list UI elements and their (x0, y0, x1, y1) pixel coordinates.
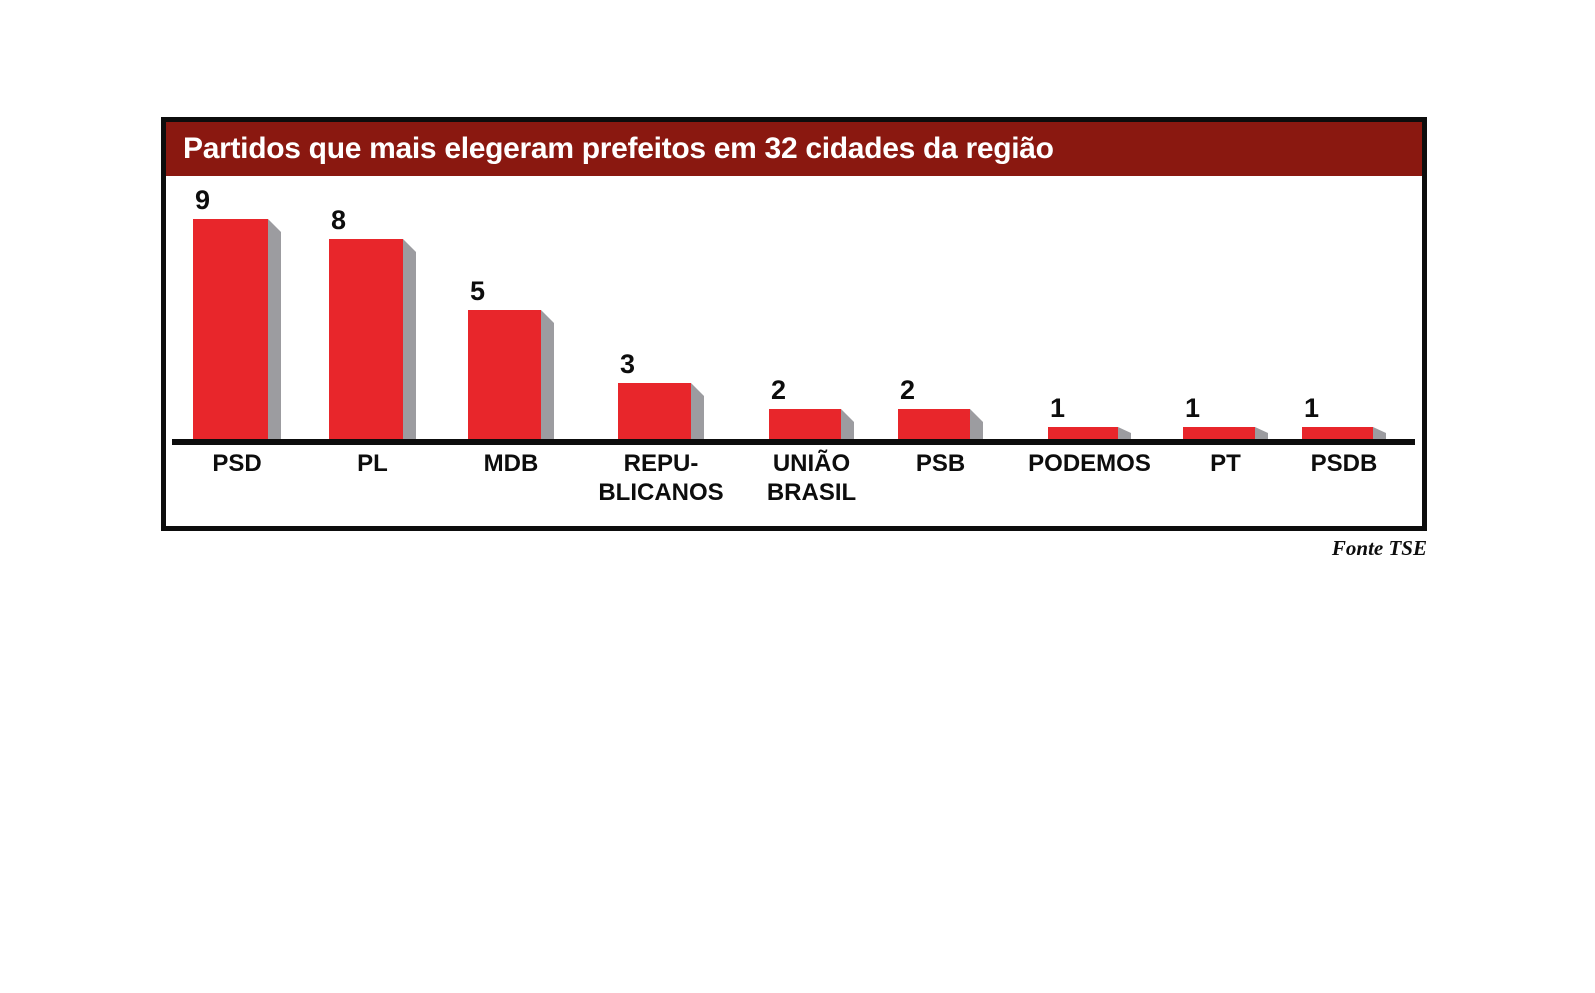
bar-value: 1 (1185, 393, 1201, 423)
bar-label-psdb: PSDB (1310, 450, 1378, 477)
chart-frame: Partidos que mais elegeram prefeitos em … (161, 117, 1427, 531)
bar-group-pl: 8 (329, 122, 416, 441)
bar-label-podemos: PODEMOS (1028, 450, 1151, 477)
bar-group-republicanos: 3 (618, 122, 704, 441)
bar-group-pt: 1 (1183, 122, 1268, 441)
bar-label-pt: PT (1210, 450, 1241, 477)
bar-group-psb: 2 (898, 122, 983, 441)
bar-value: 8 (331, 205, 347, 235)
bar-group-podemos: 1 (1048, 122, 1131, 441)
bar-value: 1 (1304, 393, 1320, 423)
bar-pt (1183, 427, 1255, 441)
bar-label-republicanos: REPU- BLICANOS (598, 450, 724, 506)
plot-area: 9 PSD 8 PL 5 MDB 3 REPU- BLICANOS 2 UNIÃO BRASIL 2… (166, 122, 1422, 526)
bar-side-shadow (691, 383, 704, 441)
chart-title: Partidos que mais elegeram prefeitos em … (183, 132, 1054, 165)
bar-value: 1 (1050, 393, 1066, 423)
bar-value: 2 (900, 375, 916, 405)
bar-mdb (468, 310, 541, 441)
bar-value: 3 (620, 349, 636, 379)
bar-side-shadow (841, 409, 854, 441)
bar-value: 2 (771, 375, 787, 405)
bar-label-pl: PL (357, 450, 388, 477)
bar-group-psd: 9 (193, 122, 281, 441)
bar-side-shadow (970, 409, 983, 441)
bar-side-shadow (541, 310, 554, 441)
bar-label-psd: PSD (212, 450, 262, 477)
bar-label-uni-o-brasil: UNIÃO BRASIL (766, 450, 857, 506)
bar-psdb (1302, 427, 1373, 441)
bar-value: 5 (470, 276, 486, 306)
bar-group-uni-o-brasil: 2 (769, 122, 854, 441)
bar-psd (193, 219, 268, 441)
bar-uni-o-brasil (769, 409, 841, 441)
source-note: Fonte TSE (1331, 536, 1427, 560)
chart-title-bar: Partidos que mais elegeram prefeitos em … (166, 122, 1422, 176)
bar-republicanos (618, 383, 691, 441)
bar-podemos (1048, 427, 1118, 441)
bar-side-shadow (268, 219, 281, 441)
bar-group-psdb: 1 (1302, 122, 1386, 441)
x-axis-line (172, 439, 1415, 445)
bar-label-mdb: MDB (483, 450, 539, 477)
bar-side-shadow (403, 239, 416, 441)
bar-label-psb: PSB (915, 450, 966, 477)
bar-value: 9 (195, 185, 211, 215)
bar-psb (898, 409, 970, 441)
bar-group-mdb: 5 (468, 122, 554, 441)
bar-pl (329, 239, 403, 441)
